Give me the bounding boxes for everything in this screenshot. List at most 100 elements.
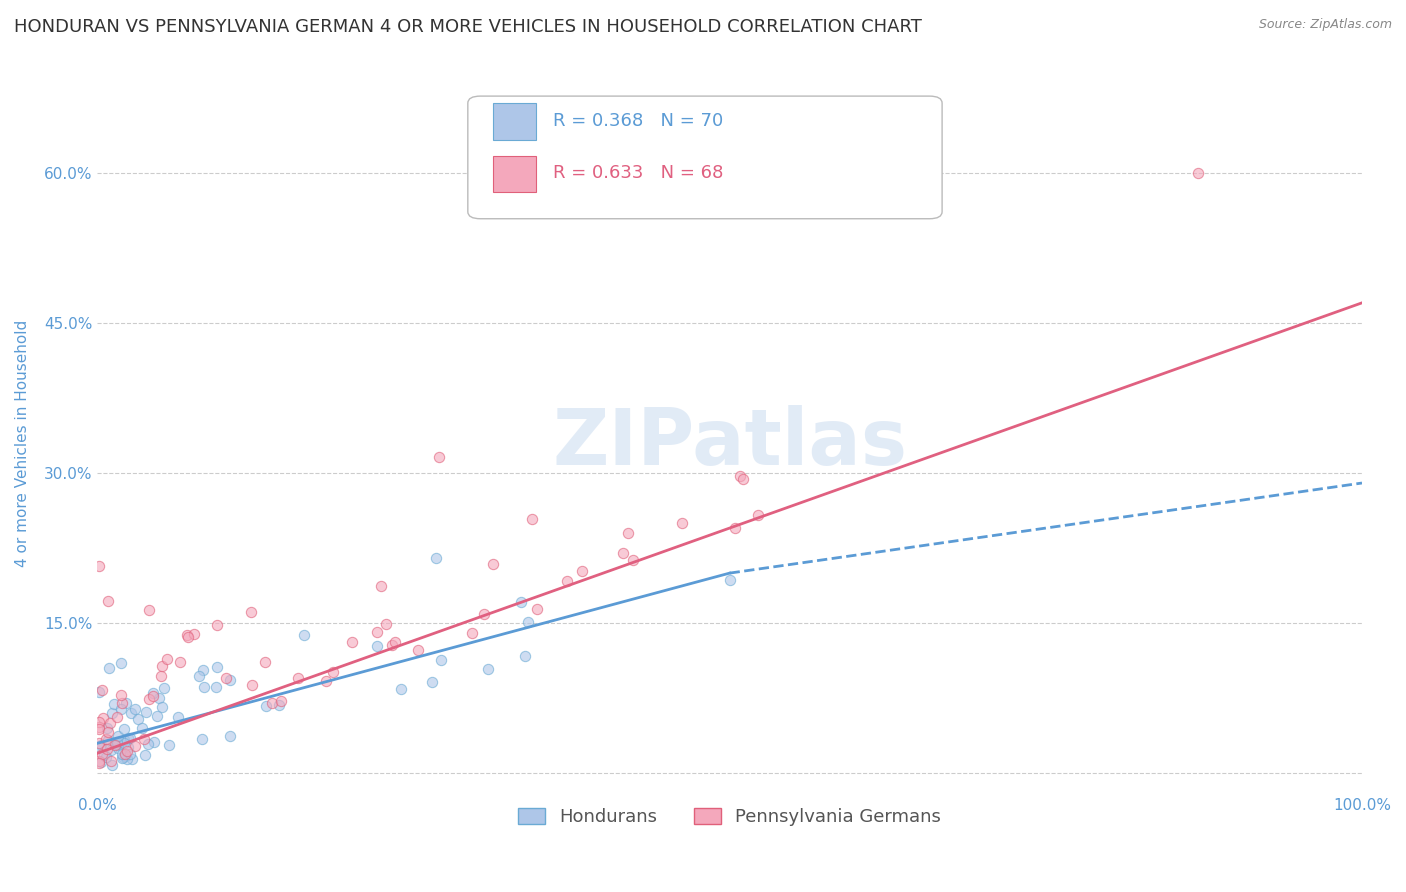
Point (315, 674, 337, 689)
Point (112, 736, 135, 750)
Point (104, 739, 127, 753)
Point (91, 682, 114, 697)
Point (425, 551, 447, 566)
Point (472, 607, 495, 621)
Point (117, 731, 139, 745)
Point (105, 735, 128, 749)
Text: R = 0.633   N = 68: R = 0.633 N = 68 (553, 164, 723, 182)
Point (149, 669, 172, 683)
Point (406, 642, 429, 657)
FancyBboxPatch shape (468, 96, 942, 219)
Point (427, 450, 450, 464)
Point (267, 698, 290, 712)
Point (97, 594, 120, 608)
Point (107, 741, 129, 756)
Point (135, 706, 157, 720)
Point (183, 626, 205, 640)
Point (121, 706, 143, 720)
Point (87, 736, 110, 750)
Point (124, 702, 146, 716)
Point (166, 710, 188, 724)
Point (292, 628, 315, 642)
Point (287, 671, 309, 685)
Point (731, 472, 754, 486)
Point (526, 602, 548, 616)
Point (101, 706, 124, 720)
Point (176, 628, 198, 642)
Point (157, 738, 180, 752)
Point (87, 684, 110, 698)
Point (87, 715, 110, 730)
Point (193, 663, 215, 677)
Text: R = 0.368   N = 70: R = 0.368 N = 70 (553, 112, 723, 129)
Point (87, 756, 110, 770)
Point (105, 709, 128, 723)
Point (100, 755, 122, 769)
Point (142, 686, 165, 700)
Point (115, 696, 138, 710)
Point (381, 639, 404, 653)
Point (115, 744, 138, 758)
Point (718, 573, 741, 587)
Point (97, 660, 120, 674)
Point (366, 639, 388, 653)
Point (93, 748, 115, 763)
Point (370, 579, 392, 593)
Point (132, 732, 155, 747)
Point (89, 739, 111, 754)
Point (153, 681, 176, 695)
Point (90, 756, 112, 770)
Point (156, 652, 179, 666)
Point (612, 546, 634, 560)
FancyBboxPatch shape (494, 156, 536, 192)
Point (127, 712, 149, 726)
Point (322, 665, 344, 679)
Point (98, 715, 121, 730)
Point (477, 662, 499, 676)
Point (621, 552, 644, 566)
Point (89, 558, 111, 573)
Y-axis label: 4 or more Vehicles in Household: 4 or more Vehicles in Household (15, 319, 30, 566)
Point (120, 731, 142, 745)
Point (429, 653, 451, 667)
Point (96, 742, 118, 756)
Point (204, 681, 226, 695)
Point (205, 617, 228, 632)
Point (520, 512, 543, 526)
Point (114, 747, 136, 761)
Point (747, 508, 769, 522)
Point (253, 655, 276, 669)
Point (90, 747, 112, 761)
Point (342, 635, 364, 649)
FancyBboxPatch shape (494, 103, 536, 139)
Point (148, 690, 170, 705)
Point (138, 602, 160, 616)
Point (118, 747, 141, 761)
Point (138, 692, 160, 706)
Point (240, 678, 263, 692)
Point (375, 617, 398, 632)
Point (91, 711, 114, 725)
Point (131, 721, 153, 735)
Point (115, 752, 138, 766)
Point (94, 750, 117, 764)
Point (671, 516, 693, 530)
Point (100, 757, 122, 772)
Point (270, 694, 292, 708)
Point (240, 605, 263, 619)
Text: HONDURAN VS PENNSYLVANIA GERMAN 4 OR MORE VEHICLES IN HOUSEHOLD CORRELATION CHAR: HONDURAN VS PENNSYLVANIA GERMAN 4 OR MOR… (14, 18, 922, 36)
Point (100, 743, 122, 757)
Point (110, 656, 132, 670)
Point (460, 625, 482, 640)
Point (193, 681, 215, 695)
Point (96, 725, 118, 739)
Point (117, 740, 139, 755)
Point (114, 749, 136, 764)
Text: ZIPatlas: ZIPatlas (553, 405, 907, 481)
Point (150, 700, 173, 714)
Point (136, 737, 159, 751)
Point (97, 732, 120, 747)
Point (571, 564, 593, 578)
Point (103, 697, 125, 711)
Legend: Hondurans, Pennsylvania Germans: Hondurans, Pennsylvania Germans (510, 801, 949, 833)
